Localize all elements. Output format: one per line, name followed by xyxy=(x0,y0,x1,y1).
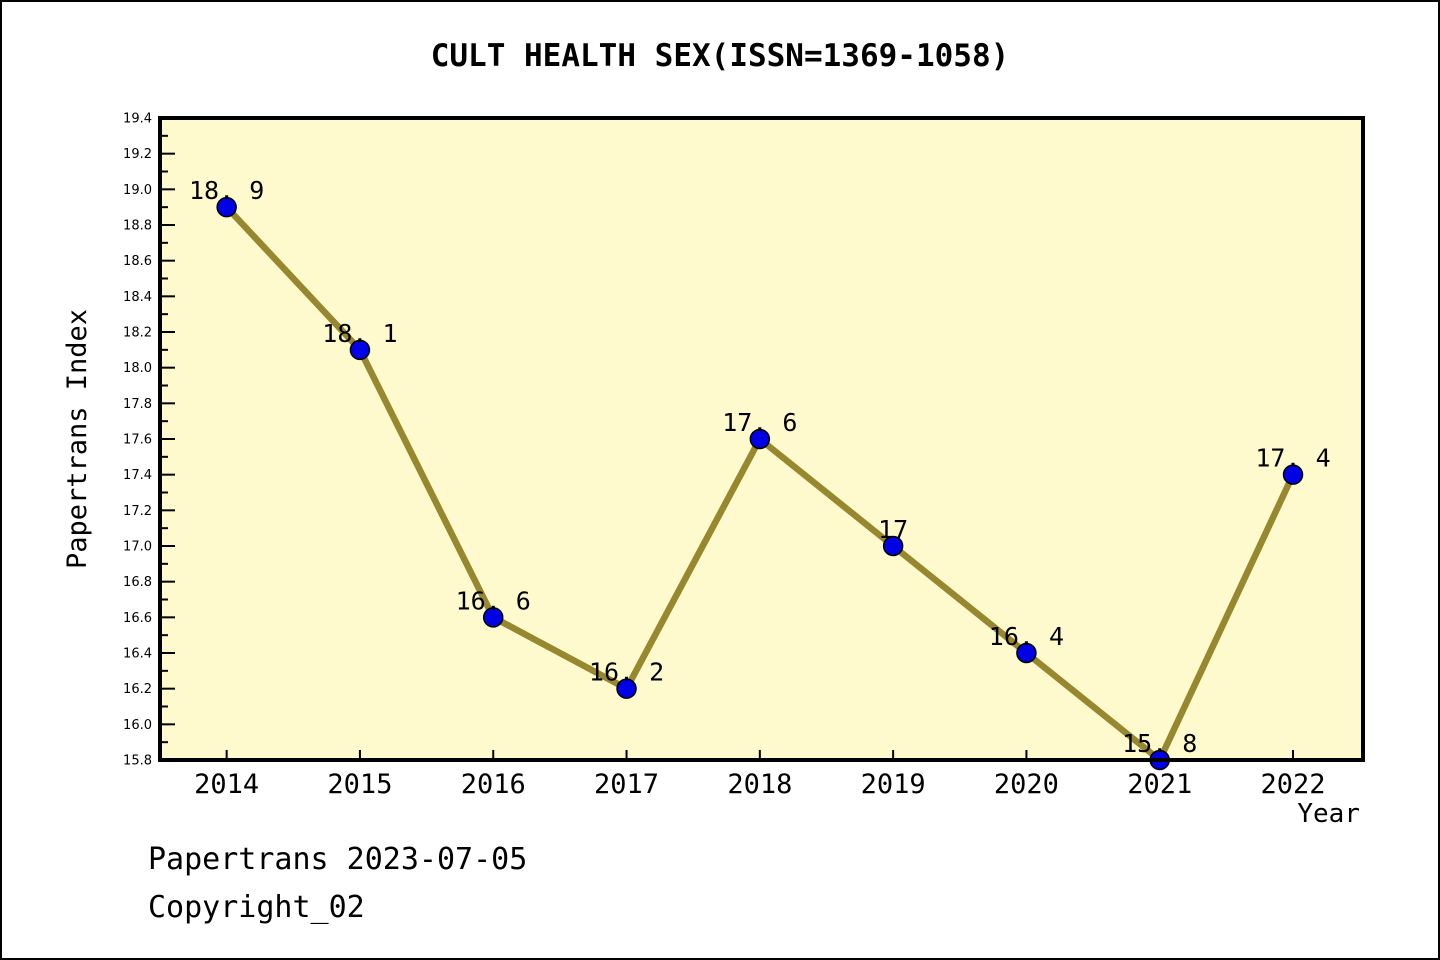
x-axis-tick-label: 2020 xyxy=(994,769,1059,800)
chart-title: CULT HEALTH SEX(ISSN=1369-1058) xyxy=(430,38,1010,74)
data-point xyxy=(1016,642,1037,664)
y-axis-tick-label: 19.0 xyxy=(123,183,152,198)
y-axis-tick-label: 18.2 xyxy=(123,326,152,341)
data-point-label: 18. 1 xyxy=(322,319,397,348)
data-point xyxy=(616,678,637,699)
y-axis-tick-label: 18.4 xyxy=(123,290,152,305)
x-axis-tick-label: 2017 xyxy=(594,769,659,800)
data-point-label: 16. 6 xyxy=(456,586,531,615)
data-point-label: 16. 4 xyxy=(989,622,1064,651)
x-axis-tick-label: 2016 xyxy=(461,769,526,800)
y-axis-tick-label: 16.0 xyxy=(123,718,152,733)
x-axis-tick-label: 2021 xyxy=(1127,769,1192,800)
y-axis-tick-label: 17.2 xyxy=(123,504,152,519)
data-point-label: 17 xyxy=(878,515,908,544)
y-axis-tick-label: 15.8 xyxy=(123,754,152,769)
y-axis-tick-label: 17.6 xyxy=(123,433,152,448)
y-axis-tick-label: 19.2 xyxy=(123,147,152,162)
x-axis-tick-label: 2015 xyxy=(327,769,392,800)
y-axis-tick-label: 17.0 xyxy=(123,540,152,555)
data-point xyxy=(349,339,371,361)
x-axis-tick-label: 2019 xyxy=(861,769,926,800)
footer-date: Papertrans 2023-07-05 xyxy=(148,842,528,877)
y-axis-title: Papertrans Index xyxy=(62,309,93,569)
data-point xyxy=(1282,464,1304,485)
data-point-label: 15. 8 xyxy=(1122,729,1197,758)
y-axis-tick-label: 17.4 xyxy=(123,468,152,483)
y-axis-tick-label: 16.8 xyxy=(123,575,152,590)
y-axis-tick-label: 18.8 xyxy=(123,219,152,234)
y-axis-tick-label: 16.6 xyxy=(123,611,152,626)
x-axis-tick-label: 2022 xyxy=(1261,769,1326,800)
y-axis-tick-label: 16.2 xyxy=(123,682,152,697)
chart-footer: Papertrans 2023-07-05 Copyright_02 xyxy=(148,836,527,932)
footer-copyright: Copyright_02 xyxy=(148,890,365,925)
y-axis-tick-label: 16.4 xyxy=(123,647,152,662)
y-axis-tick-label: 18.0 xyxy=(123,361,152,376)
data-point-label: 18. 9 xyxy=(189,176,264,205)
y-axis-tick-label: 19.4 xyxy=(123,112,152,127)
data-point-label: 17. 6 xyxy=(722,408,797,437)
data-point xyxy=(749,428,771,450)
data-point xyxy=(882,535,904,557)
data-point xyxy=(216,196,237,218)
x-axis-title: Year xyxy=(1297,799,1360,829)
data-point-label: 16. 2 xyxy=(589,658,664,687)
data-point-label: 17. 4 xyxy=(1255,444,1330,473)
data-point xyxy=(482,607,504,628)
plot-frame xyxy=(158,116,1365,762)
y-axis-tick-label: 17.8 xyxy=(123,397,152,412)
x-axis-tick-label: 2018 xyxy=(727,769,792,800)
x-axis-tick-label: 2014 xyxy=(194,769,259,800)
y-axis-tick-label: 18.6 xyxy=(123,254,152,269)
